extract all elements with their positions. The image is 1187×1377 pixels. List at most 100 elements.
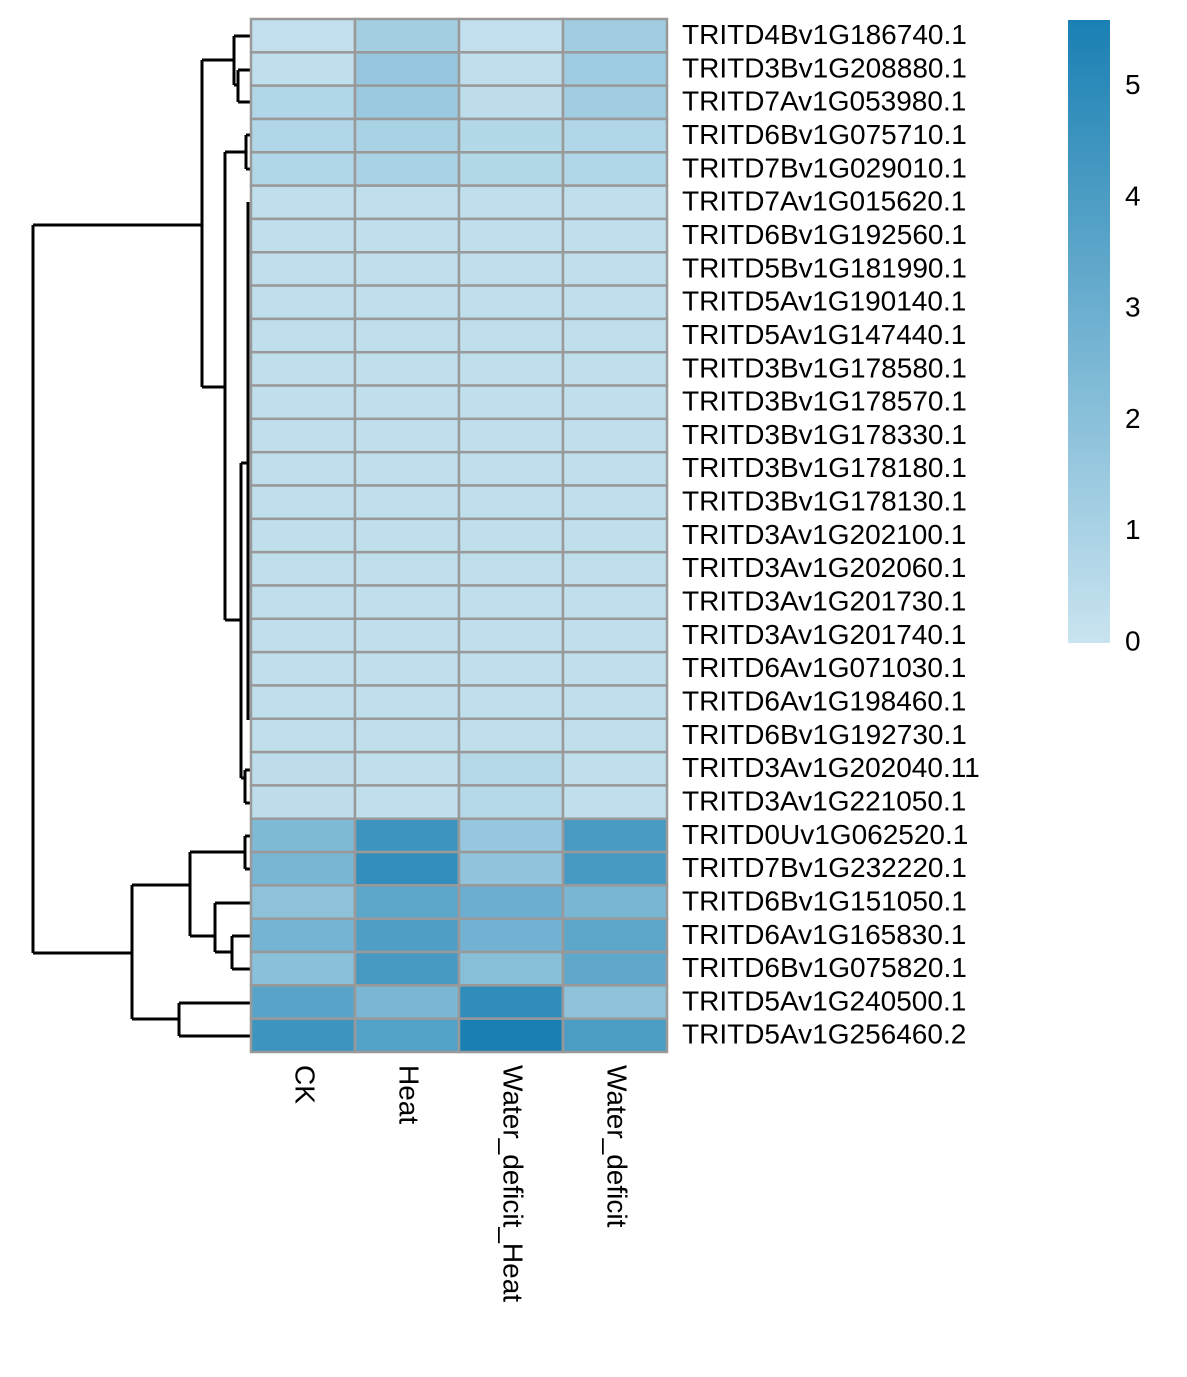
- heatmap-cell: [561, 984, 669, 1020]
- row-label: TRITD5Bv1G181990.1: [682, 252, 967, 283]
- heatmap-cell: [457, 917, 565, 954]
- heatmap-cell: [457, 950, 565, 987]
- heatmap-cell: [561, 151, 669, 187]
- heatmap-cell: [249, 84, 357, 121]
- heatmap-cell: [249, 517, 357, 554]
- row-label: TRITD0Uv1G062520.1: [682, 819, 968, 850]
- heatmap-cell: [353, 251, 461, 287]
- heatmap-cell: [249, 184, 357, 221]
- heatmap-cell: [353, 717, 461, 754]
- row-label: TRITD3Av1G202040.11: [682, 752, 980, 783]
- row-label: TRITD6Av1G071030.1: [682, 652, 966, 683]
- heatmap-cell: [457, 251, 565, 287]
- heatmap-cell: [249, 650, 357, 687]
- row-label: TRITD3Bv1G178180.1: [682, 452, 967, 483]
- row-label: TRITD3Av1G201740.1: [682, 619, 966, 650]
- heatmap-cell: [353, 384, 461, 421]
- heatmap-cell: [457, 117, 565, 154]
- heatmap-cell: [561, 51, 669, 87]
- row-label: TRITD6Bv1G192560.1: [682, 219, 967, 250]
- heatmap-cell: [353, 750, 461, 787]
- row-label: TRITD3Bv1G178130.1: [682, 486, 967, 517]
- heatmap-cell: [561, 350, 669, 387]
- heatmap-cell: [353, 284, 461, 321]
- heatmap-cell: [249, 17, 357, 54]
- heatmap-cell: [353, 984, 461, 1020]
- heatmap-cell: [353, 550, 461, 587]
- heatmap-cell: [249, 284, 357, 321]
- heatmap-cell: [457, 17, 565, 54]
- dendrogram: [31, 34, 251, 1038]
- heatmap-cell: [353, 917, 461, 954]
- heatmap-cell: [457, 584, 565, 621]
- heatmap-cell: [249, 850, 357, 887]
- heatmap-cell: [249, 784, 357, 820]
- heatmap-cell: [249, 884, 357, 920]
- heatmap-cell: [457, 984, 565, 1020]
- heatmap-cell: [561, 1017, 669, 1054]
- heatmap-cell: [353, 817, 461, 854]
- row-label: TRITD3Bv1G178580.1: [682, 352, 967, 383]
- heatmap-cell: [249, 717, 357, 754]
- heatmap-cell: [249, 217, 357, 254]
- heatmap-cell: [249, 350, 357, 387]
- heatmap-cell: [561, 750, 669, 787]
- row-label: TRITD7Av1G053980.1: [682, 86, 966, 117]
- heatmap-cell: [353, 51, 461, 87]
- colorbar-tick-label: 3: [1125, 292, 1141, 323]
- heatmap-cell: [249, 384, 357, 421]
- heatmap-cell: [457, 784, 565, 820]
- row-label: TRITD3Bv1G208880.1: [682, 52, 967, 83]
- heatmap-cell: [353, 684, 461, 721]
- heatmap-cell: [561, 617, 669, 654]
- heatmap-cell: [561, 284, 669, 321]
- colorbar-tick-label: 4: [1125, 180, 1141, 211]
- column-label: Water_deficit: [602, 1065, 633, 1228]
- heatmap-cell: [561, 184, 669, 221]
- heatmap-cell: [561, 84, 669, 121]
- heatmap-cell: [353, 884, 461, 920]
- heatmap-cell: [457, 151, 565, 187]
- row-label: TRITD6Bv1G075710.1: [682, 119, 967, 150]
- heatmap-cell: [249, 617, 357, 654]
- heatmap-cell: [353, 617, 461, 654]
- row-label: TRITD3Bv1G178330.1: [682, 419, 967, 450]
- heatmap-cell: [353, 450, 461, 487]
- heatmap-cell: [561, 884, 669, 920]
- heatmap-cell: [457, 51, 565, 87]
- heatmap-cell: [457, 284, 565, 321]
- row-label: TRITD7Bv1G029010.1: [682, 152, 967, 183]
- row-label: TRITD3Av1G201730.1: [682, 586, 966, 617]
- heatmap-cell: [457, 217, 565, 254]
- column-label: Heat: [394, 1065, 425, 1124]
- heatmap-cell: [249, 117, 357, 154]
- heatmap-cell: [561, 950, 669, 987]
- heatmap-cell: [457, 484, 565, 521]
- heatmap-cell: [353, 1017, 461, 1054]
- heatmap-cell: [457, 517, 565, 554]
- heatmap-cell: [353, 117, 461, 154]
- heatmap-cell: [249, 484, 357, 521]
- row-label: TRITD4Bv1G186740.1: [682, 19, 967, 50]
- heatmap-cell: [457, 550, 565, 587]
- heatmap-cell: [353, 517, 461, 554]
- colorbar-tick-label: 1: [1125, 514, 1141, 545]
- heatmap-cell: [353, 784, 461, 820]
- heatmap-cell: [249, 317, 357, 354]
- row-label: TRITD6Av1G165830.1: [682, 919, 966, 950]
- row-label: TRITD5Av1G190140.1: [682, 286, 966, 317]
- row-label: TRITD6Bv1G075820.1: [682, 952, 967, 983]
- heatmap-cell: [457, 184, 565, 221]
- heatmap-cell: [561, 17, 669, 54]
- heatmap-cell: [249, 684, 357, 721]
- heatmap-cell: [561, 817, 669, 854]
- row-label: TRITD7Bv1G232220.1: [682, 852, 967, 883]
- heatmap-cell: [353, 17, 461, 54]
- column-label: CK: [290, 1065, 321, 1104]
- heatmap-cell: [457, 84, 565, 121]
- heatmap-cell: [457, 884, 565, 920]
- heatmap-cell: [561, 917, 669, 954]
- heatmap-cell: [353, 84, 461, 121]
- heatmap-cell: [457, 717, 565, 754]
